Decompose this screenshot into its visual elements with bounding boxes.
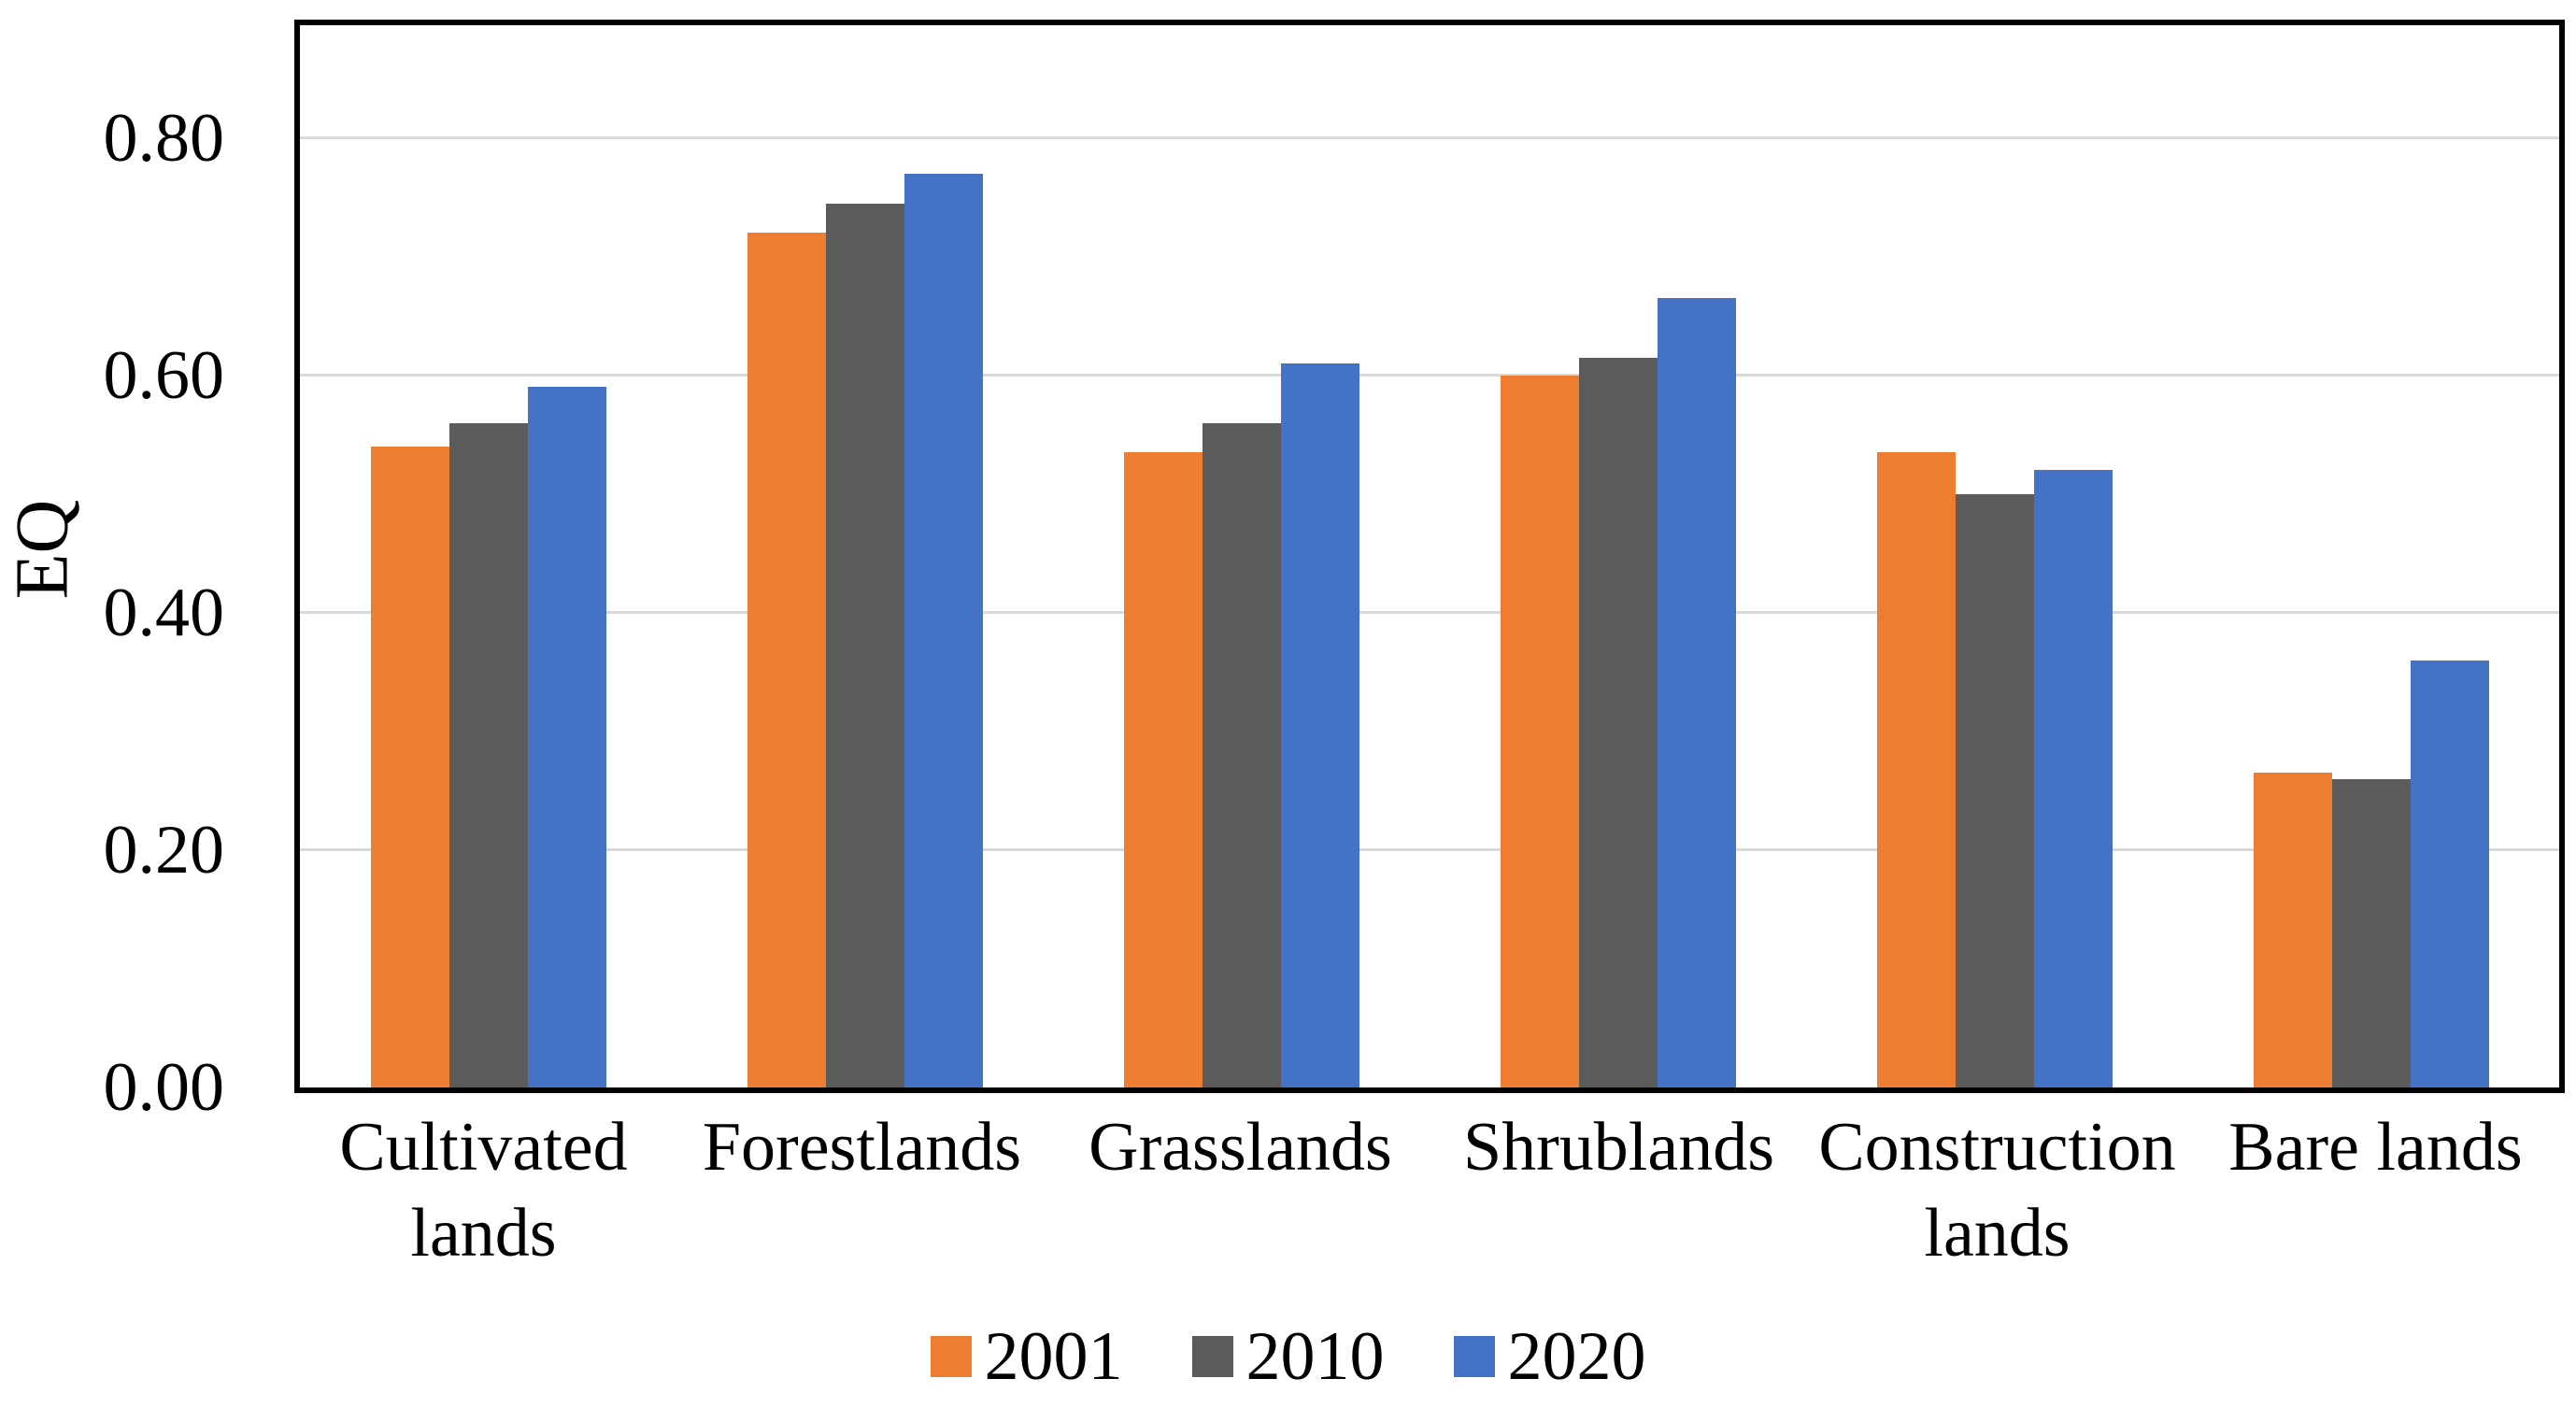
legend-marker-2001 (930, 1336, 972, 1377)
gridline-0.60 (300, 374, 2559, 377)
legend: 2001 2010 2020 (0, 1319, 2576, 1394)
bar-2010-forestlands (825, 203, 904, 1087)
gridline-0.20 (300, 848, 2559, 852)
plot-area (294, 20, 2565, 1093)
x-category-label-construction-lands: Construction lands (1818, 1109, 2176, 1272)
bar-2020-construction-lands (2033, 470, 2113, 1087)
y-tick-label-0.00: 0.00 (103, 1049, 225, 1126)
legend-item-2001: 2001 (930, 1318, 1123, 1395)
gridline-0.40 (300, 611, 2559, 615)
bar-2020-shrublands (1657, 298, 1736, 1087)
bar-2001-shrublands (1500, 375, 1579, 1087)
bar-groups (300, 25, 2559, 1087)
legend-item-2010: 2010 (1191, 1318, 1385, 1395)
bar-group-grasslands (1053, 25, 1430, 1087)
y-tick-label-0.40: 0.40 (103, 574, 225, 651)
x-category-label-bare-lands: Bare lands (2228, 1109, 2523, 1186)
x-category-label-shrublands: Shrublands (1463, 1109, 1774, 1186)
gridline-0.80 (300, 136, 2559, 140)
bar-2020-grasslands (1280, 363, 1359, 1087)
legend-marker-2020 (1453, 1336, 1495, 1377)
bar-2020-bare-lands (2410, 660, 2489, 1087)
y-tick-label-0.80: 0.80 (103, 99, 225, 177)
bar-2001-cultivated-lands (370, 447, 449, 1087)
bar-2001-forestlands (747, 233, 826, 1087)
bar-2010-shrublands (1578, 357, 1658, 1087)
bar-2001-grasslands (1123, 452, 1203, 1087)
bar-2010-grasslands (1202, 422, 1281, 1087)
bar-2020-forestlands (904, 173, 983, 1087)
bar-2001-bare-lands (2253, 773, 2332, 1087)
bar-group-shrublands (1430, 25, 1806, 1087)
legend-label-2020: 2020 (1507, 1318, 1646, 1395)
bar-group-forestlands (676, 25, 1053, 1087)
x-axis-category-labels: Cultivated lands Forestlands Grasslands Shr… (294, 1104, 2565, 1276)
bar-2001-construction-lands (1876, 452, 1956, 1087)
bar-2010-bare-lands (2331, 778, 2411, 1087)
bar-2010-cultivated-lands (448, 422, 528, 1087)
legend-label-2010: 2010 (1245, 1318, 1385, 1395)
bar-2020-cultivated-lands (527, 387, 606, 1087)
bar-2010-construction-lands (1955, 493, 2034, 1087)
legend-marker-2010 (1191, 1336, 1233, 1377)
bar-group-cultivated-lands (300, 25, 676, 1087)
x-category-label-grasslands: Grasslands (1089, 1109, 1392, 1186)
y-tick-label-0.60: 0.60 (103, 336, 225, 414)
bar-group-bare-lands (2183, 25, 2559, 1087)
legend-item-2020: 2020 (1453, 1318, 1646, 1395)
y-tick-label-0.20: 0.20 (103, 811, 225, 888)
bar-group-construction-lands (1806, 25, 2183, 1087)
x-category-label-cultivated-lands: Cultivated lands (339, 1109, 628, 1272)
legend-label-2001: 2001 (984, 1318, 1123, 1395)
x-category-label-forestlands: Forestlands (702, 1109, 1022, 1186)
